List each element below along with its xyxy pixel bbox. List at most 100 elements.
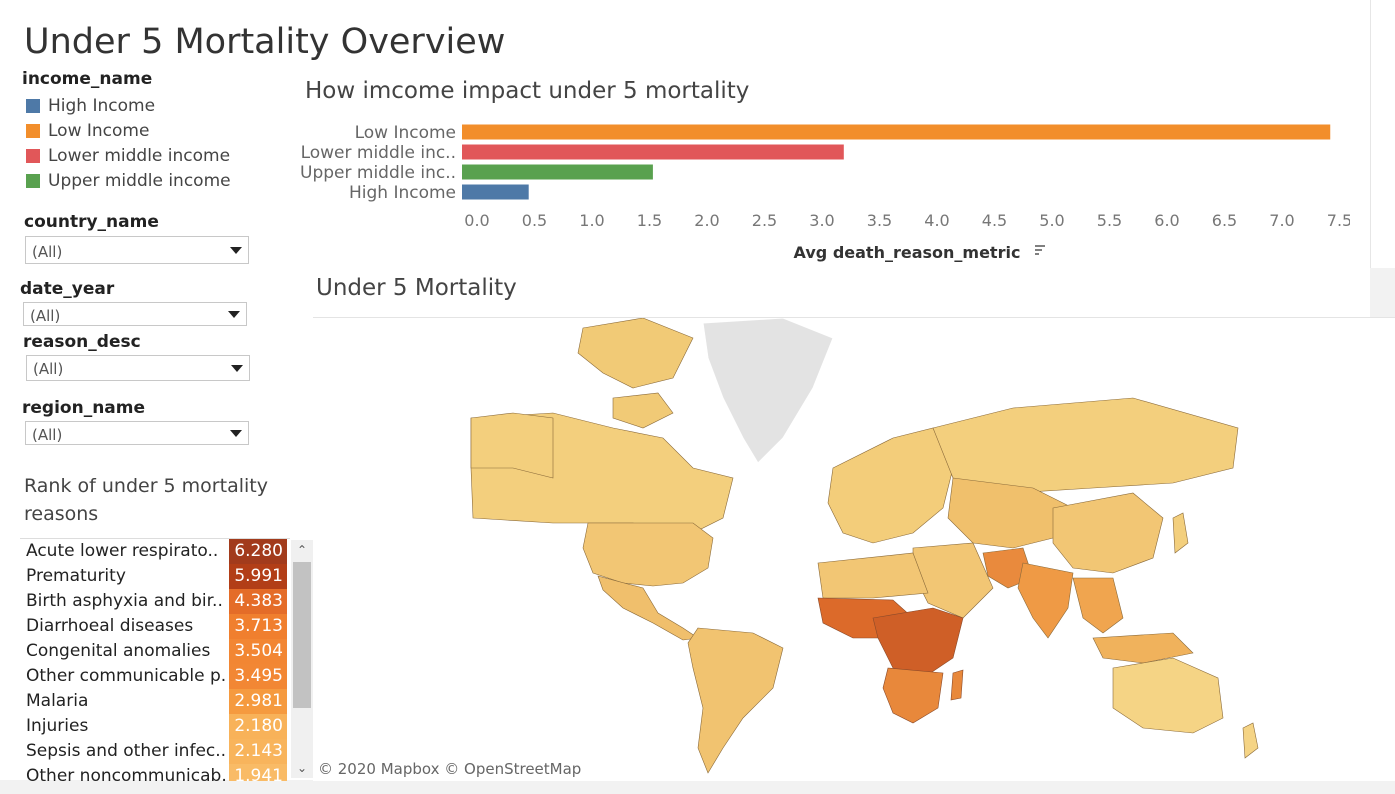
x-axis-tick-label: 0.0: [464, 211, 489, 230]
legend-item-low-income[interactable]: Low Income: [26, 120, 149, 142]
date-filter-dropdown[interactable]: (All): [23, 302, 247, 326]
scroll-down-icon[interactable]: ⌄: [296, 761, 308, 775]
map-region-south-america: [687, 627, 784, 774]
map-region-europe: [827, 427, 954, 544]
map-region-japan: [1172, 512, 1189, 554]
x-axis-label: Avg death_reason_metric: [794, 243, 1021, 262]
rank-value: 2.981: [229, 689, 287, 714]
filter-label-country: country_name: [24, 212, 159, 232]
map-region-madagascar: [950, 669, 964, 701]
x-axis-tick-label: 6.0: [1154, 211, 1179, 230]
bar-mark[interactable]: [462, 144, 844, 160]
chevron-down-icon: [230, 430, 242, 437]
world-map[interactable]: [313, 317, 1395, 781]
rank-value: 2.143: [229, 739, 287, 764]
legend-swatch: [26, 99, 40, 113]
rank-scrollbar[interactable]: ⌃ ⌄: [291, 540, 313, 778]
map-region-arctic-islands: [612, 392, 674, 429]
rank-row[interactable]: Other noncommunicab.. 1.941: [20, 764, 290, 781]
dashboard-title: Under 5 Mortality Overview: [24, 22, 506, 62]
x-axis-tick-label: 7.5: [1327, 211, 1350, 230]
x-axis-tick-label: 5.0: [1039, 211, 1064, 230]
map-region-central-africa: [872, 607, 964, 679]
region-filter-value: (All): [32, 426, 63, 444]
x-axis-tick-label: 6.5: [1212, 211, 1237, 230]
x-axis-tick-label: 3.0: [809, 211, 834, 230]
x-axis-tick-label: 4.0: [924, 211, 949, 230]
legend-title: income_name: [22, 69, 153, 89]
rank-reason-name: Other noncommunicab..: [26, 766, 226, 781]
x-axis-tick-label: 0.5: [522, 211, 547, 230]
rank-value: 4.383: [229, 589, 287, 614]
map-region-usa: [582, 522, 714, 587]
rank-value: 3.495: [229, 664, 287, 689]
legend-swatch: [26, 174, 40, 188]
legend-swatch: [26, 124, 40, 138]
x-axis-tick-label: 5.5: [1097, 211, 1122, 230]
map-credit: © 2020 Mapbox © OpenStreetMap: [318, 760, 582, 778]
rank-reason-name: Malaria: [26, 691, 89, 711]
chevron-down-icon: [231, 365, 243, 372]
x-axis-tick-label: 2.5: [752, 211, 777, 230]
scroll-up-icon[interactable]: ⌃: [296, 543, 308, 557]
x-axis-tick-label: 7.0: [1269, 211, 1294, 230]
rank-value: 5.991: [229, 564, 287, 589]
x-axis-tick-label: 1.5: [637, 211, 662, 230]
rank-row[interactable]: Diarrhoeal diseases 3.713: [20, 614, 290, 639]
bar-mark[interactable]: [462, 124, 1331, 140]
country-filter-value: (All): [32, 243, 63, 261]
rank-value: 3.713: [229, 614, 287, 639]
map-region-southern-africa: [882, 667, 944, 724]
rank-row[interactable]: Congenital anomalies 3.504: [20, 639, 290, 664]
rank-value: 2.180: [229, 714, 287, 739]
chevron-down-icon: [228, 311, 240, 318]
legend-item-upper-middle-income[interactable]: Upper middle income: [26, 170, 231, 192]
bar-mark[interactable]: [462, 164, 653, 180]
map-region-greenland: [702, 318, 834, 464]
rank-value: 1.941: [229, 764, 287, 781]
map-region-middle-east: [912, 542, 994, 619]
map-region-russia: [932, 397, 1239, 494]
bar-category-label: Low Income: [355, 123, 456, 143]
legend-label: Low Income: [48, 121, 150, 141]
legend-swatch: [26, 149, 40, 163]
rank-title: Rank of under 5 mortality reasons: [24, 475, 268, 525]
x-axis-tick-label: 4.5: [982, 211, 1007, 230]
legend-label: Upper middle income: [48, 171, 231, 191]
country-filter-dropdown[interactable]: (All): [25, 236, 249, 264]
reason-filter-dropdown[interactable]: (All): [26, 355, 250, 381]
map-region-australia: [1112, 657, 1224, 734]
rank-reason-name: Diarrhoeal diseases: [26, 616, 194, 636]
right-gutter: [1370, 0, 1395, 268]
legend-label: High Income: [48, 96, 156, 116]
rank-row[interactable]: Malaria 2.981: [20, 689, 290, 714]
bar-mark[interactable]: [462, 184, 529, 200]
map-region-arctic-islands: [577, 318, 694, 389]
map-svg: [470, 318, 1259, 774]
rank-value: 3.504: [229, 639, 287, 664]
map-region-central-asia: [947, 477, 1074, 549]
rank-row[interactable]: Sepsis and other infec.. 2.143: [20, 739, 290, 764]
rank-row[interactable]: Other communicable p.. 3.495: [20, 664, 290, 689]
rank-row[interactable]: Injuries 2.180: [20, 714, 290, 739]
rank-reason-name: Injuries: [26, 716, 89, 736]
rank-row[interactable]: Acute lower respirato.. 6.280: [20, 539, 290, 564]
bar-category-label: Upper middle inc..: [300, 163, 456, 183]
map-region-southeast-asia: [1072, 577, 1124, 634]
filter-label-date: date_year: [20, 279, 115, 299]
rank-list[interactable]: Acute lower respirato.. 6.280 Prematurit…: [20, 538, 290, 781]
legend-item-high-income[interactable]: High Income: [26, 95, 155, 117]
rank-reason-name: Acute lower respirato..: [26, 541, 219, 561]
region-filter-dropdown[interactable]: (All): [25, 421, 249, 445]
scroll-thumb[interactable]: [293, 562, 311, 708]
reason-filter-value: (All): [33, 360, 64, 378]
rank-row[interactable]: Birth asphyxia and bir.. 4.383: [20, 589, 290, 614]
filter-label-reason: reason_desc: [23, 332, 141, 352]
bar-chart-title: How imcome impact under 5 mortality: [305, 78, 750, 104]
map-region-alaska: [470, 412, 554, 479]
rank-row[interactable]: Prematurity 5.991: [20, 564, 290, 589]
map-title: Under 5 Mortality: [316, 275, 517, 301]
bar-category-label: High Income: [349, 183, 456, 203]
legend-item-lower-middle-income[interactable]: Lower middle income: [26, 145, 230, 167]
rank-value: 6.280: [229, 539, 287, 564]
